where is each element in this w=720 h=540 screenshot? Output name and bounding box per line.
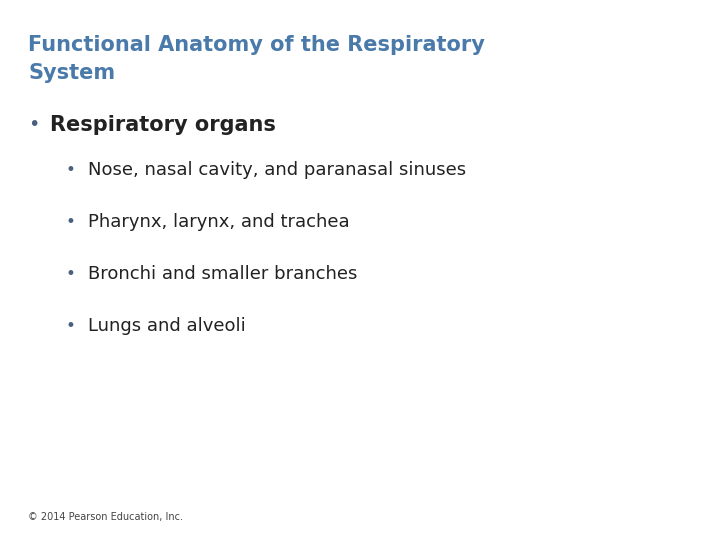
Text: © 2014 Pearson Education, Inc.: © 2014 Pearson Education, Inc. — [28, 512, 183, 522]
Text: •: • — [28, 115, 40, 134]
Text: Respiratory organs: Respiratory organs — [50, 115, 276, 135]
Text: •: • — [65, 213, 75, 231]
Text: •: • — [65, 161, 75, 179]
Text: Functional Anatomy of the Respiratory: Functional Anatomy of the Respiratory — [28, 35, 485, 55]
Text: Pharynx, larynx, and trachea: Pharynx, larynx, and trachea — [88, 213, 350, 231]
Text: Nose, nasal cavity, and paranasal sinuses: Nose, nasal cavity, and paranasal sinuse… — [88, 161, 466, 179]
Text: •: • — [65, 317, 75, 335]
Text: Lungs and alveoli: Lungs and alveoli — [88, 317, 246, 335]
Text: Bronchi and smaller branches: Bronchi and smaller branches — [88, 265, 357, 283]
Text: •: • — [65, 265, 75, 283]
Text: System: System — [28, 63, 115, 83]
